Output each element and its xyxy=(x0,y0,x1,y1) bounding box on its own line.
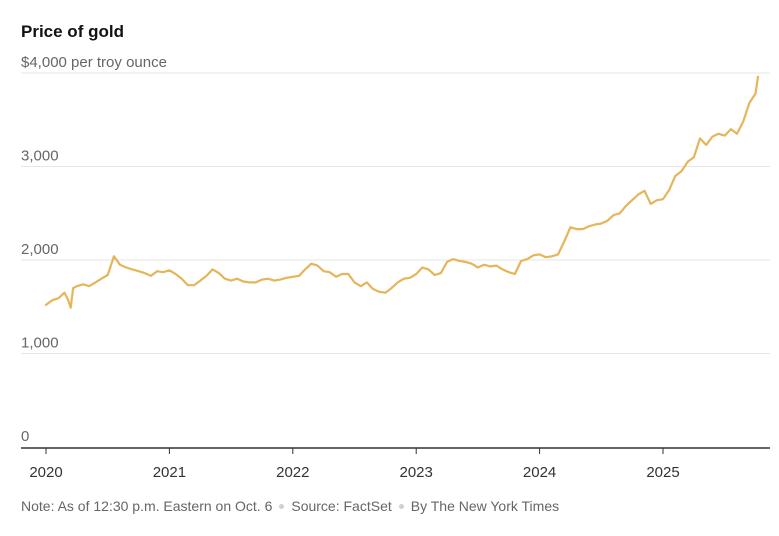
gridlines xyxy=(21,72,770,354)
y-tick-label: 3,000 xyxy=(21,148,59,165)
x-tick-label: 2021 xyxy=(153,464,186,481)
separator-dot-icon xyxy=(398,503,404,509)
plot-area xyxy=(44,75,760,309)
footer-source: Source: FactSet xyxy=(291,498,392,514)
y-tick-label: 0 xyxy=(21,428,29,445)
x-tick-label: 2022 xyxy=(276,464,309,481)
gold-price-line xyxy=(44,75,760,309)
y-tick-label: $4,000 per troy ounce xyxy=(21,54,167,71)
y-axis: $4,000 per troy ounce 3,000 2,000 1,000 0 xyxy=(21,54,167,445)
chart-footer: Note: As of 12:30 p.m. Eastern on Oct. 6… xyxy=(21,498,559,514)
x-axis: 2020 2021 2022 2023 2024 2025 xyxy=(21,447,770,481)
y-tick-label: 2,000 xyxy=(21,241,59,258)
footer-note: Note: As of 12:30 p.m. Eastern on Oct. 6 xyxy=(21,498,273,514)
x-tick-label: 2020 xyxy=(29,464,62,481)
line-chart: 2020 2021 2022 2023 2024 2025 $4,000 per troy… xyxy=(21,54,770,481)
separator-dot-icon xyxy=(279,503,285,509)
x-tick-label: 2023 xyxy=(400,464,433,481)
x-tick-label: 2025 xyxy=(646,464,679,481)
y-tick-label: 1,000 xyxy=(21,335,59,352)
x-tick-label: 2024 xyxy=(523,464,556,481)
footer-byline: By The New York Times xyxy=(410,498,560,514)
chart-title: Price of gold xyxy=(21,22,124,41)
